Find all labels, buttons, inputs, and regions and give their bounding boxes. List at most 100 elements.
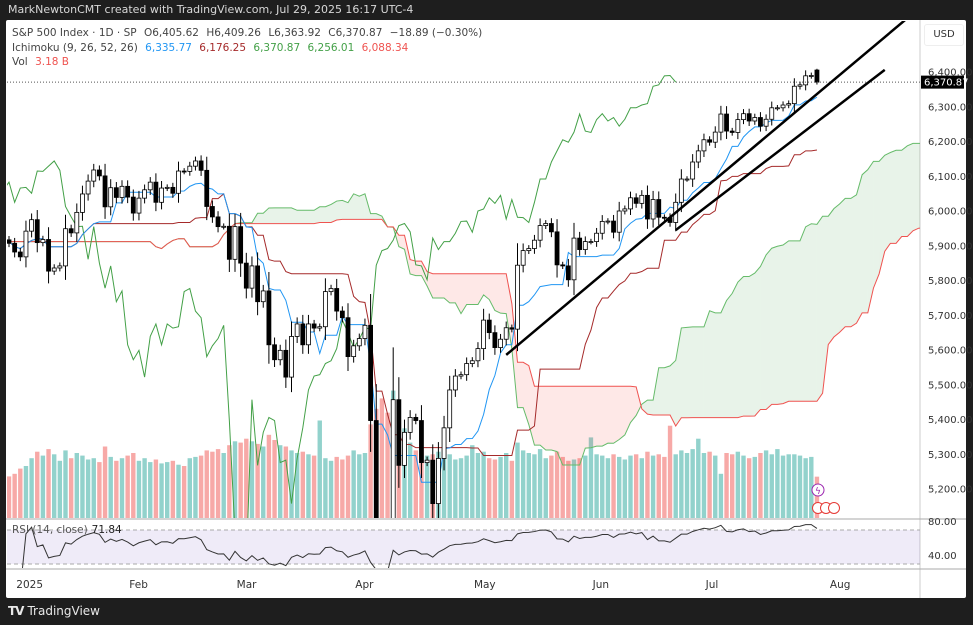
candle-body[interactable] (712, 131, 718, 143)
candle-body[interactable] (808, 75, 814, 77)
candle-body[interactable] (147, 181, 153, 191)
candle-body[interactable] (718, 113, 724, 133)
candle-body[interactable] (119, 185, 125, 198)
candle-body[interactable] (238, 226, 244, 264)
candle-body[interactable] (430, 459, 436, 504)
candle-body[interactable] (164, 186, 170, 189)
candle-body[interactable] (797, 84, 803, 87)
candle-body[interactable] (277, 349, 283, 361)
candle-body[interactable] (311, 323, 317, 329)
candle-body[interactable] (68, 228, 74, 234)
candle-body[interactable] (447, 389, 453, 429)
candle-body[interactable] (803, 75, 809, 86)
candle-body[interactable] (464, 363, 470, 376)
candle-body[interactable] (424, 459, 430, 463)
candle-body[interactable] (23, 230, 29, 258)
candle-body[interactable] (339, 310, 345, 319)
candle-body[interactable] (752, 117, 758, 122)
candle-body[interactable] (34, 219, 40, 244)
candle-body[interactable] (328, 288, 334, 293)
candle-body[interactable] (113, 187, 119, 198)
candle-body[interactable] (475, 348, 481, 362)
rsi-label[interactable]: RSI (14, close) (12, 524, 88, 536)
candle-body[interactable] (498, 338, 503, 348)
candle-body[interactable] (639, 194, 645, 204)
candle-body[interactable] (40, 239, 46, 244)
candle-body[interactable] (407, 417, 413, 433)
candle-body[interactable] (85, 180, 91, 195)
candle-body[interactable] (102, 175, 108, 208)
candle-body[interactable] (486, 319, 492, 334)
candle-body[interactable] (611, 220, 616, 233)
candle-body[interactable] (356, 338, 362, 347)
candle-body[interactable] (215, 216, 221, 228)
candle-body[interactable] (209, 206, 215, 218)
trendline[interactable] (505, 18, 907, 356)
candle-body[interactable] (814, 69, 820, 83)
symbol-label[interactable]: S&P 500 Index · 1D · SP (12, 27, 137, 39)
candle-body[interactable] (170, 186, 176, 194)
candle-body[interactable] (74, 211, 80, 234)
candle-body[interactable] (125, 185, 131, 198)
candle-body[interactable] (769, 107, 775, 120)
candle-body[interactable] (735, 119, 741, 133)
candle-body[interactable] (452, 375, 458, 391)
candle-body[interactable] (351, 345, 357, 358)
candle-body[interactable] (469, 360, 475, 364)
candle-body[interactable] (29, 219, 35, 232)
candle-body[interactable] (260, 290, 266, 303)
candle-body[interactable] (509, 327, 515, 330)
candle-body[interactable] (80, 193, 85, 213)
candle-body[interactable] (791, 85, 797, 105)
candle-body[interactable] (402, 431, 407, 466)
candle-body[interactable] (520, 250, 526, 266)
candle-body[interactable] (560, 264, 566, 267)
alert-lightning-icon[interactable] (811, 483, 825, 497)
candle-body[interactable] (198, 160, 204, 171)
candle-body[interactable] (289, 336, 294, 378)
candle-body[interactable] (322, 291, 328, 328)
candle-body[interactable] (204, 169, 210, 207)
currency-button[interactable]: USD (924, 24, 964, 46)
candle-body[interactable] (159, 187, 164, 203)
candle-body[interactable] (63, 228, 68, 267)
candle-body[interactable] (662, 216, 667, 219)
candle-body[interactable] (633, 197, 639, 204)
candle-body[interactable] (492, 332, 498, 348)
candle-body[interactable] (605, 220, 611, 223)
candle-body[interactable] (690, 161, 696, 180)
candle-body[interactable] (7, 239, 12, 244)
candle-body[interactable] (775, 107, 780, 110)
candle-body[interactable] (571, 237, 577, 281)
candle-body[interactable] (582, 241, 588, 250)
candle-body[interactable] (243, 262, 249, 289)
candle-body[interactable] (232, 226, 238, 260)
candle-body[interactable] (565, 265, 571, 281)
candle-body[interactable] (368, 324, 374, 421)
candle-body[interactable] (684, 178, 690, 181)
candle-body[interactable] (503, 327, 509, 340)
candle-body[interactable] (396, 399, 402, 466)
candle-body[interactable] (176, 170, 181, 194)
candle-body[interactable] (57, 265, 63, 269)
candle-body[interactable] (413, 417, 419, 421)
candle-body[interactable] (12, 242, 18, 253)
candle-body[interactable] (221, 225, 227, 228)
candle-body[interactable] (549, 223, 554, 233)
candle-body[interactable] (481, 319, 487, 350)
candle-body[interactable] (526, 248, 532, 252)
candle-body[interactable] (695, 150, 701, 163)
candle-body[interactable] (746, 113, 752, 122)
candle-body[interactable] (763, 118, 769, 127)
candle-body[interactable] (532, 239, 537, 249)
candle-body[interactable] (108, 187, 114, 208)
candle-body[interactable] (701, 139, 707, 152)
candle-body[interactable] (294, 323, 300, 337)
candle-body[interactable] (345, 317, 351, 358)
candle-body[interactable] (707, 139, 712, 143)
candle-body[interactable] (153, 181, 159, 203)
alert-flag-icon[interactable] (828, 502, 840, 514)
candle-body[interactable] (187, 165, 193, 172)
candle-body[interactable] (543, 223, 549, 226)
